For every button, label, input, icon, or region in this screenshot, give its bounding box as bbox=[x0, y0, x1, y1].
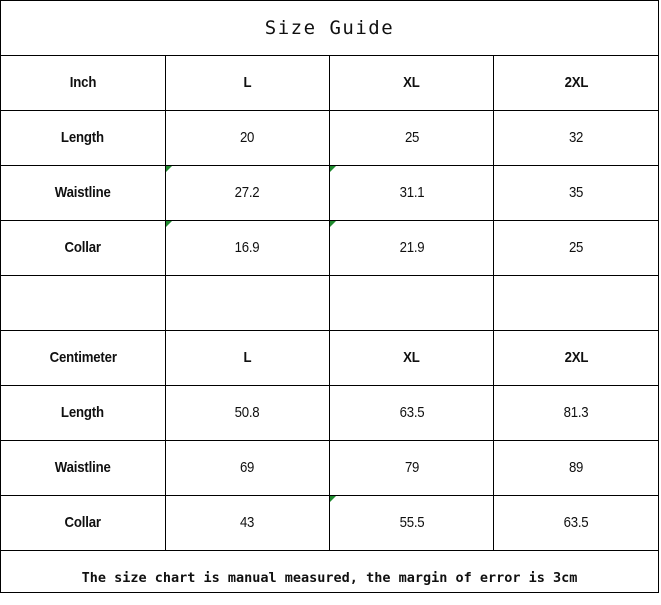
cell-collar-2xl-inch: 25 bbox=[494, 221, 658, 276]
header-row-inch: Inch L XL 2XL bbox=[1, 56, 658, 111]
size-header-xl-inch: XL bbox=[330, 56, 494, 111]
table-row: Collar 16.9 21.9 25 bbox=[1, 221, 658, 276]
page-title: Size Guide bbox=[1, 1, 658, 56]
cell-waistline-xl-inch: 31.1 bbox=[330, 166, 494, 221]
unit-header-centimeter: Centimeter bbox=[1, 331, 165, 386]
error-marker-icon bbox=[330, 221, 336, 227]
row-label-collar-inch: Collar bbox=[1, 221, 165, 276]
cell-length-l-cm: 50.8 bbox=[165, 386, 329, 441]
unit-header-inch: Inch bbox=[1, 56, 165, 111]
cell-collar-l-inch: 16.9 bbox=[165, 221, 329, 276]
error-marker-icon bbox=[330, 496, 336, 502]
row-label-collar-cm: Collar bbox=[1, 496, 165, 551]
footer-note-text: The size chart is manual measured, the m… bbox=[82, 570, 578, 586]
cell-length-xl-cm: 63.5 bbox=[330, 386, 494, 441]
error-marker-icon bbox=[166, 166, 172, 172]
size-guide-table: Size Guide Inch L XL 2XL bbox=[0, 0, 659, 593]
title-row: Size Guide bbox=[1, 1, 658, 56]
error-marker-icon bbox=[166, 221, 172, 227]
table-row: Length 20 25 32 bbox=[1, 111, 658, 166]
cell-collar-xl-inch: 21.9 bbox=[330, 221, 494, 276]
cell-collar-l-cm: 43 bbox=[165, 496, 329, 551]
size-header-l-cm: L bbox=[165, 331, 329, 386]
cell-length-2xl-cm: 81.3 bbox=[494, 386, 658, 441]
footer-note: The size chart is manual measured, the m… bbox=[1, 551, 658, 605]
size-header-l-inch: L bbox=[165, 56, 329, 111]
spacer-cell bbox=[1, 276, 165, 331]
row-label-waistline-cm: Waistline bbox=[1, 441, 165, 496]
cell-length-xl-inch: 25 bbox=[330, 111, 494, 166]
spacer-cell bbox=[494, 276, 658, 331]
footer-note-row: The size chart is manual measured, the m… bbox=[1, 551, 658, 605]
table-row: Collar 43 55.5 63.5 bbox=[1, 496, 658, 551]
cell-collar-2xl-cm: 63.5 bbox=[494, 496, 658, 551]
cell-waistline-l-cm: 69 bbox=[165, 441, 329, 496]
cell-waistline-xl-cm: 79 bbox=[330, 441, 494, 496]
spacer-cell bbox=[330, 276, 494, 331]
row-label-length-cm: Length bbox=[1, 386, 165, 441]
size-header-2xl-inch: 2XL bbox=[494, 56, 658, 111]
cell-length-2xl-inch: 32 bbox=[494, 111, 658, 166]
cell-length-l-inch: 20 bbox=[165, 111, 329, 166]
error-marker-icon bbox=[330, 166, 336, 172]
table-row: Waistline 69 79 89 bbox=[1, 441, 658, 496]
cell-waistline-2xl-inch: 35 bbox=[494, 166, 658, 221]
table-row: Waistline 27.2 31.1 35 bbox=[1, 166, 658, 221]
cell-waistline-l-inch: 27.2 bbox=[165, 166, 329, 221]
spacer-cell bbox=[165, 276, 329, 331]
row-label-length-inch: Length bbox=[1, 111, 165, 166]
size-header-2xl-cm: 2XL bbox=[494, 331, 658, 386]
size-header-xl-cm: XL bbox=[330, 331, 494, 386]
table-row: Length 50.8 63.5 81.3 bbox=[1, 386, 658, 441]
row-label-waistline-inch: Waistline bbox=[1, 166, 165, 221]
title-text: Size Guide bbox=[265, 17, 394, 39]
cell-collar-xl-cm: 55.5 bbox=[330, 496, 494, 551]
spacer-row bbox=[1, 276, 658, 331]
cell-waistline-2xl-cm: 89 bbox=[494, 441, 658, 496]
header-row-centimeter: Centimeter L XL 2XL bbox=[1, 331, 658, 386]
